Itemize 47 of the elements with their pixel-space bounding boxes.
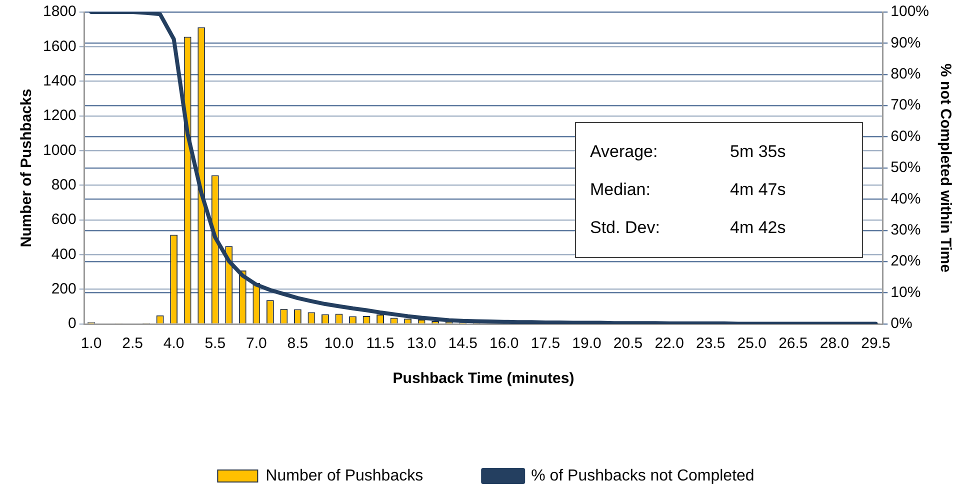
x-tick-label: 19.0 [572,335,602,352]
x-tick-label: 20.5 [613,335,643,352]
y2-axis-title: % not Completed within Time [936,64,954,272]
stats-box: Average: 5m 35s Median: 4m 47s Std. Dev: 4m 42s [575,122,863,258]
y2-tick-label: 10% [890,284,921,301]
x-tick-label: 14.5 [448,335,478,352]
x-tick-label: 5.5 [204,335,226,352]
y-tick-label: 0 [68,315,76,332]
x-axis-title: Pushback Time (minutes) [392,370,574,388]
y2-tick-label: 30% [890,222,921,239]
legend-label: % of Pushbacks not Completed [531,467,754,484]
y-axis-title: Number of Pushbacks [18,88,36,248]
y2-tick-label: 90% [890,34,921,52]
y2-tick-label: 70% [890,96,921,114]
y2-tick-label: 20% [890,252,921,270]
y-tick-label: 1800 [42,3,76,20]
y2-tick-label: 60% [890,128,921,145]
y-tick-label: 1000 [42,142,76,159]
y2-tick-label: 0% [890,315,912,332]
x-tick-label: 4.0 [163,335,184,352]
x-tick-label: 11.5 [366,335,394,352]
x-tick-label: 13.0 [406,335,436,352]
x-tick-label: 23.5 [696,335,726,352]
x-tick-label: 29.5 [861,335,890,352]
y2-tick-label: 80% [890,66,921,83]
x-tick-label: 16.0 [490,335,519,352]
y-tick-label: 1200 [42,107,76,124]
y-tick-label: 800 [51,176,76,194]
y2-tick-label: 100% [890,3,930,20]
legend-label: Number of Pushbacks [266,467,424,484]
x-tick-label: 25.0 [737,335,766,352]
y-tick-label: 200 [51,280,76,298]
x-tick-label: 22.0 [654,335,684,352]
y2-tick-label: 50% [890,159,921,176]
x-tick-label: 28.0 [820,335,850,352]
y-tick-label: 1600 [42,38,76,55]
x-tick-label: 10.0 [324,335,354,352]
y-tick-label: 1400 [42,72,76,90]
x-tick-label: 1.0 [80,335,102,352]
x-tick-label: 2.5 [122,335,143,352]
y-tick-label: 600 [51,211,76,228]
x-tick-label: 17.5 [530,335,560,352]
x-tick-label: 8.5 [287,335,308,352]
x-tick-label: 7.0 [246,335,267,352]
y2-tick-label: 40% [890,190,921,208]
x-tick-label: 26.5 [778,335,808,352]
y-tick-label: 400 [51,246,76,263]
